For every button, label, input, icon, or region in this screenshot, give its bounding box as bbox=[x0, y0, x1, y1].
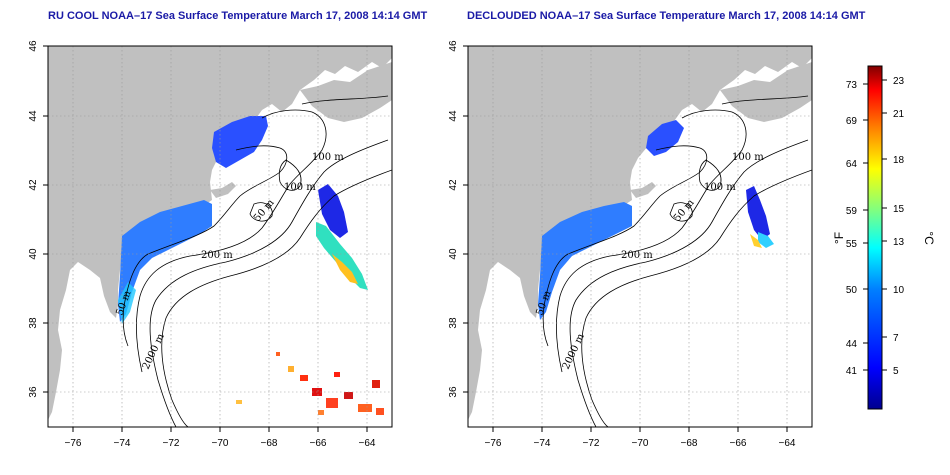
left-map-contour-200m bbox=[149, 95, 389, 427]
colorbar-f-tick: 69 bbox=[846, 116, 858, 127]
x-tick-label: −72 bbox=[163, 438, 180, 449]
x-tick-label: −70 bbox=[632, 438, 649, 449]
colorbar-f-tick: 73 bbox=[846, 80, 858, 91]
x-tick-label: −68 bbox=[261, 438, 278, 449]
right-map-sst-mid-atlantic bbox=[538, 202, 632, 320]
left-map-cape-cod bbox=[210, 182, 236, 198]
colorbar-c-tick: 23 bbox=[893, 76, 905, 87]
x-tick-label: −76 bbox=[65, 438, 82, 449]
x-tick-label: −66 bbox=[310, 438, 327, 449]
contour-label: 200 m bbox=[201, 250, 233, 261]
y-tick-label: 46 bbox=[28, 40, 39, 52]
left-map-sst-georges-hot bbox=[332, 254, 358, 284]
contour-label: 100 m bbox=[284, 182, 316, 193]
right-map-cape-cod bbox=[630, 182, 656, 198]
colorbar-f-tick: 59 bbox=[846, 206, 858, 217]
contour-label: 100 m bbox=[704, 182, 736, 193]
colorbar-f-tick: 64 bbox=[846, 159, 858, 170]
x-tick-label: −76 bbox=[485, 438, 502, 449]
y-tick-label: 40 bbox=[28, 248, 39, 260]
y-tick-label: 38 bbox=[448, 317, 459, 329]
right-map-gridlines bbox=[468, 46, 812, 427]
colorbar-ticks bbox=[863, 79, 887, 371]
colorbar-c-tick: 21 bbox=[893, 109, 905, 120]
y-tick-label: 38 bbox=[28, 317, 39, 329]
right-map-panel: 100 m 100 m 50 m 200 m 50 m 2000 m −76 −… bbox=[448, 40, 813, 449]
x-tick-label: −74 bbox=[534, 438, 551, 449]
colorbar-c-tick: 10 bbox=[893, 285, 905, 296]
x-tick-label: −64 bbox=[779, 438, 796, 449]
right-map-contour-2000m bbox=[581, 169, 812, 427]
colorbar-gradient bbox=[867, 65, 883, 410]
left-map-panel: 100 m 100 m 50 m 200 m 50 m 2000 m −76 −… bbox=[28, 40, 393, 449]
left-map-sst-mid-atlantic-warm bbox=[118, 282, 136, 324]
colorbar-f-tick: 44 bbox=[846, 339, 858, 350]
left-map-ticks bbox=[43, 45, 368, 432]
x-tick-label: −74 bbox=[114, 438, 131, 449]
colorbar-c-tick: 5 bbox=[893, 366, 899, 377]
colorbar-f-tick: 55 bbox=[846, 239, 858, 250]
x-tick-label: −72 bbox=[583, 438, 600, 449]
right-map-sst-gulf-of-maine bbox=[646, 120, 684, 156]
colorbar-c-tick: 18 bbox=[893, 155, 905, 166]
colorbar-celsius-labels: 23 21 18 15 13 10 7 5 bbox=[893, 76, 905, 377]
left-map-sst-mid-atlantic bbox=[118, 200, 212, 322]
right-map-sst-georges-hot bbox=[750, 234, 762, 248]
right-map-title: DECLOUDED NOAA–17 Sea Surface Temperatur… bbox=[467, 10, 866, 22]
right-map-ticks bbox=[463, 45, 788, 432]
colorbar-celsius-unit: °C bbox=[922, 231, 936, 245]
y-tick-label: 46 bbox=[448, 40, 459, 52]
contour-label: 100 m bbox=[732, 152, 764, 163]
contour-label: 100 m bbox=[312, 152, 344, 163]
y-tick-label: 44 bbox=[28, 110, 39, 122]
right-map-land bbox=[468, 46, 812, 420]
left-map-contour-2000m bbox=[161, 169, 392, 427]
colorbar-c-tick: 7 bbox=[893, 333, 899, 344]
right-map-contours bbox=[542, 95, 812, 427]
x-tick-label: −64 bbox=[359, 438, 376, 449]
y-tick-label: 36 bbox=[28, 386, 39, 398]
right-map-contour-50m bbox=[542, 145, 708, 347]
left-map-sst-georges-cold bbox=[318, 184, 348, 238]
y-tick-label: 44 bbox=[448, 110, 459, 122]
right-map-x-tick-labels: −76 −74 −72 −70 −68 −66 −64 bbox=[485, 438, 796, 449]
left-map-contour-50m bbox=[122, 145, 288, 347]
colorbar-fahrenheit-labels: 73 69 64 59 55 50 44 41 bbox=[846, 80, 858, 377]
y-tick-label: 42 bbox=[28, 179, 39, 191]
colorbar: 73 69 64 59 55 50 44 41 23 21 18 15 13 1… bbox=[832, 65, 936, 410]
x-tick-label: −70 bbox=[212, 438, 229, 449]
left-map-contours bbox=[122, 95, 392, 427]
left-map-x-tick-labels: −76 −74 −72 −70 −68 −66 −64 bbox=[65, 438, 376, 449]
colorbar-f-tick: 50 bbox=[846, 285, 858, 296]
colorbar-c-tick: 13 bbox=[893, 237, 905, 248]
left-map-gridlines bbox=[48, 46, 392, 427]
colorbar-c-tick: 15 bbox=[893, 204, 905, 215]
left-map-y-tick-labels: 46 44 42 40 38 36 bbox=[28, 40, 39, 398]
left-map-sst-gulf-of-maine bbox=[212, 116, 268, 168]
y-tick-label: 36 bbox=[448, 386, 459, 398]
colorbar-fahrenheit-unit: °F bbox=[832, 232, 846, 244]
left-map-nova-scotia bbox=[300, 62, 392, 122]
right-map-contour-200m bbox=[569, 95, 809, 427]
contour-label: 200 m bbox=[621, 250, 653, 261]
left-map-title: RU COOL NOAA–17 Sea Surface Temperature … bbox=[48, 10, 428, 22]
left-map-sst-georges-warm bbox=[316, 222, 368, 290]
x-tick-label: −68 bbox=[681, 438, 698, 449]
y-tick-label: 40 bbox=[448, 248, 459, 260]
colorbar-f-tick: 41 bbox=[846, 366, 858, 377]
x-tick-label: −66 bbox=[730, 438, 747, 449]
right-map-nova-scotia bbox=[720, 62, 812, 122]
y-tick-label: 42 bbox=[448, 179, 459, 191]
right-map-y-tick-labels: 46 44 42 40 38 36 bbox=[448, 40, 459, 398]
right-map-sst-georges-cold bbox=[746, 186, 770, 240]
right-map-sst-georges-warm bbox=[758, 232, 774, 248]
left-map-land bbox=[48, 46, 392, 420]
